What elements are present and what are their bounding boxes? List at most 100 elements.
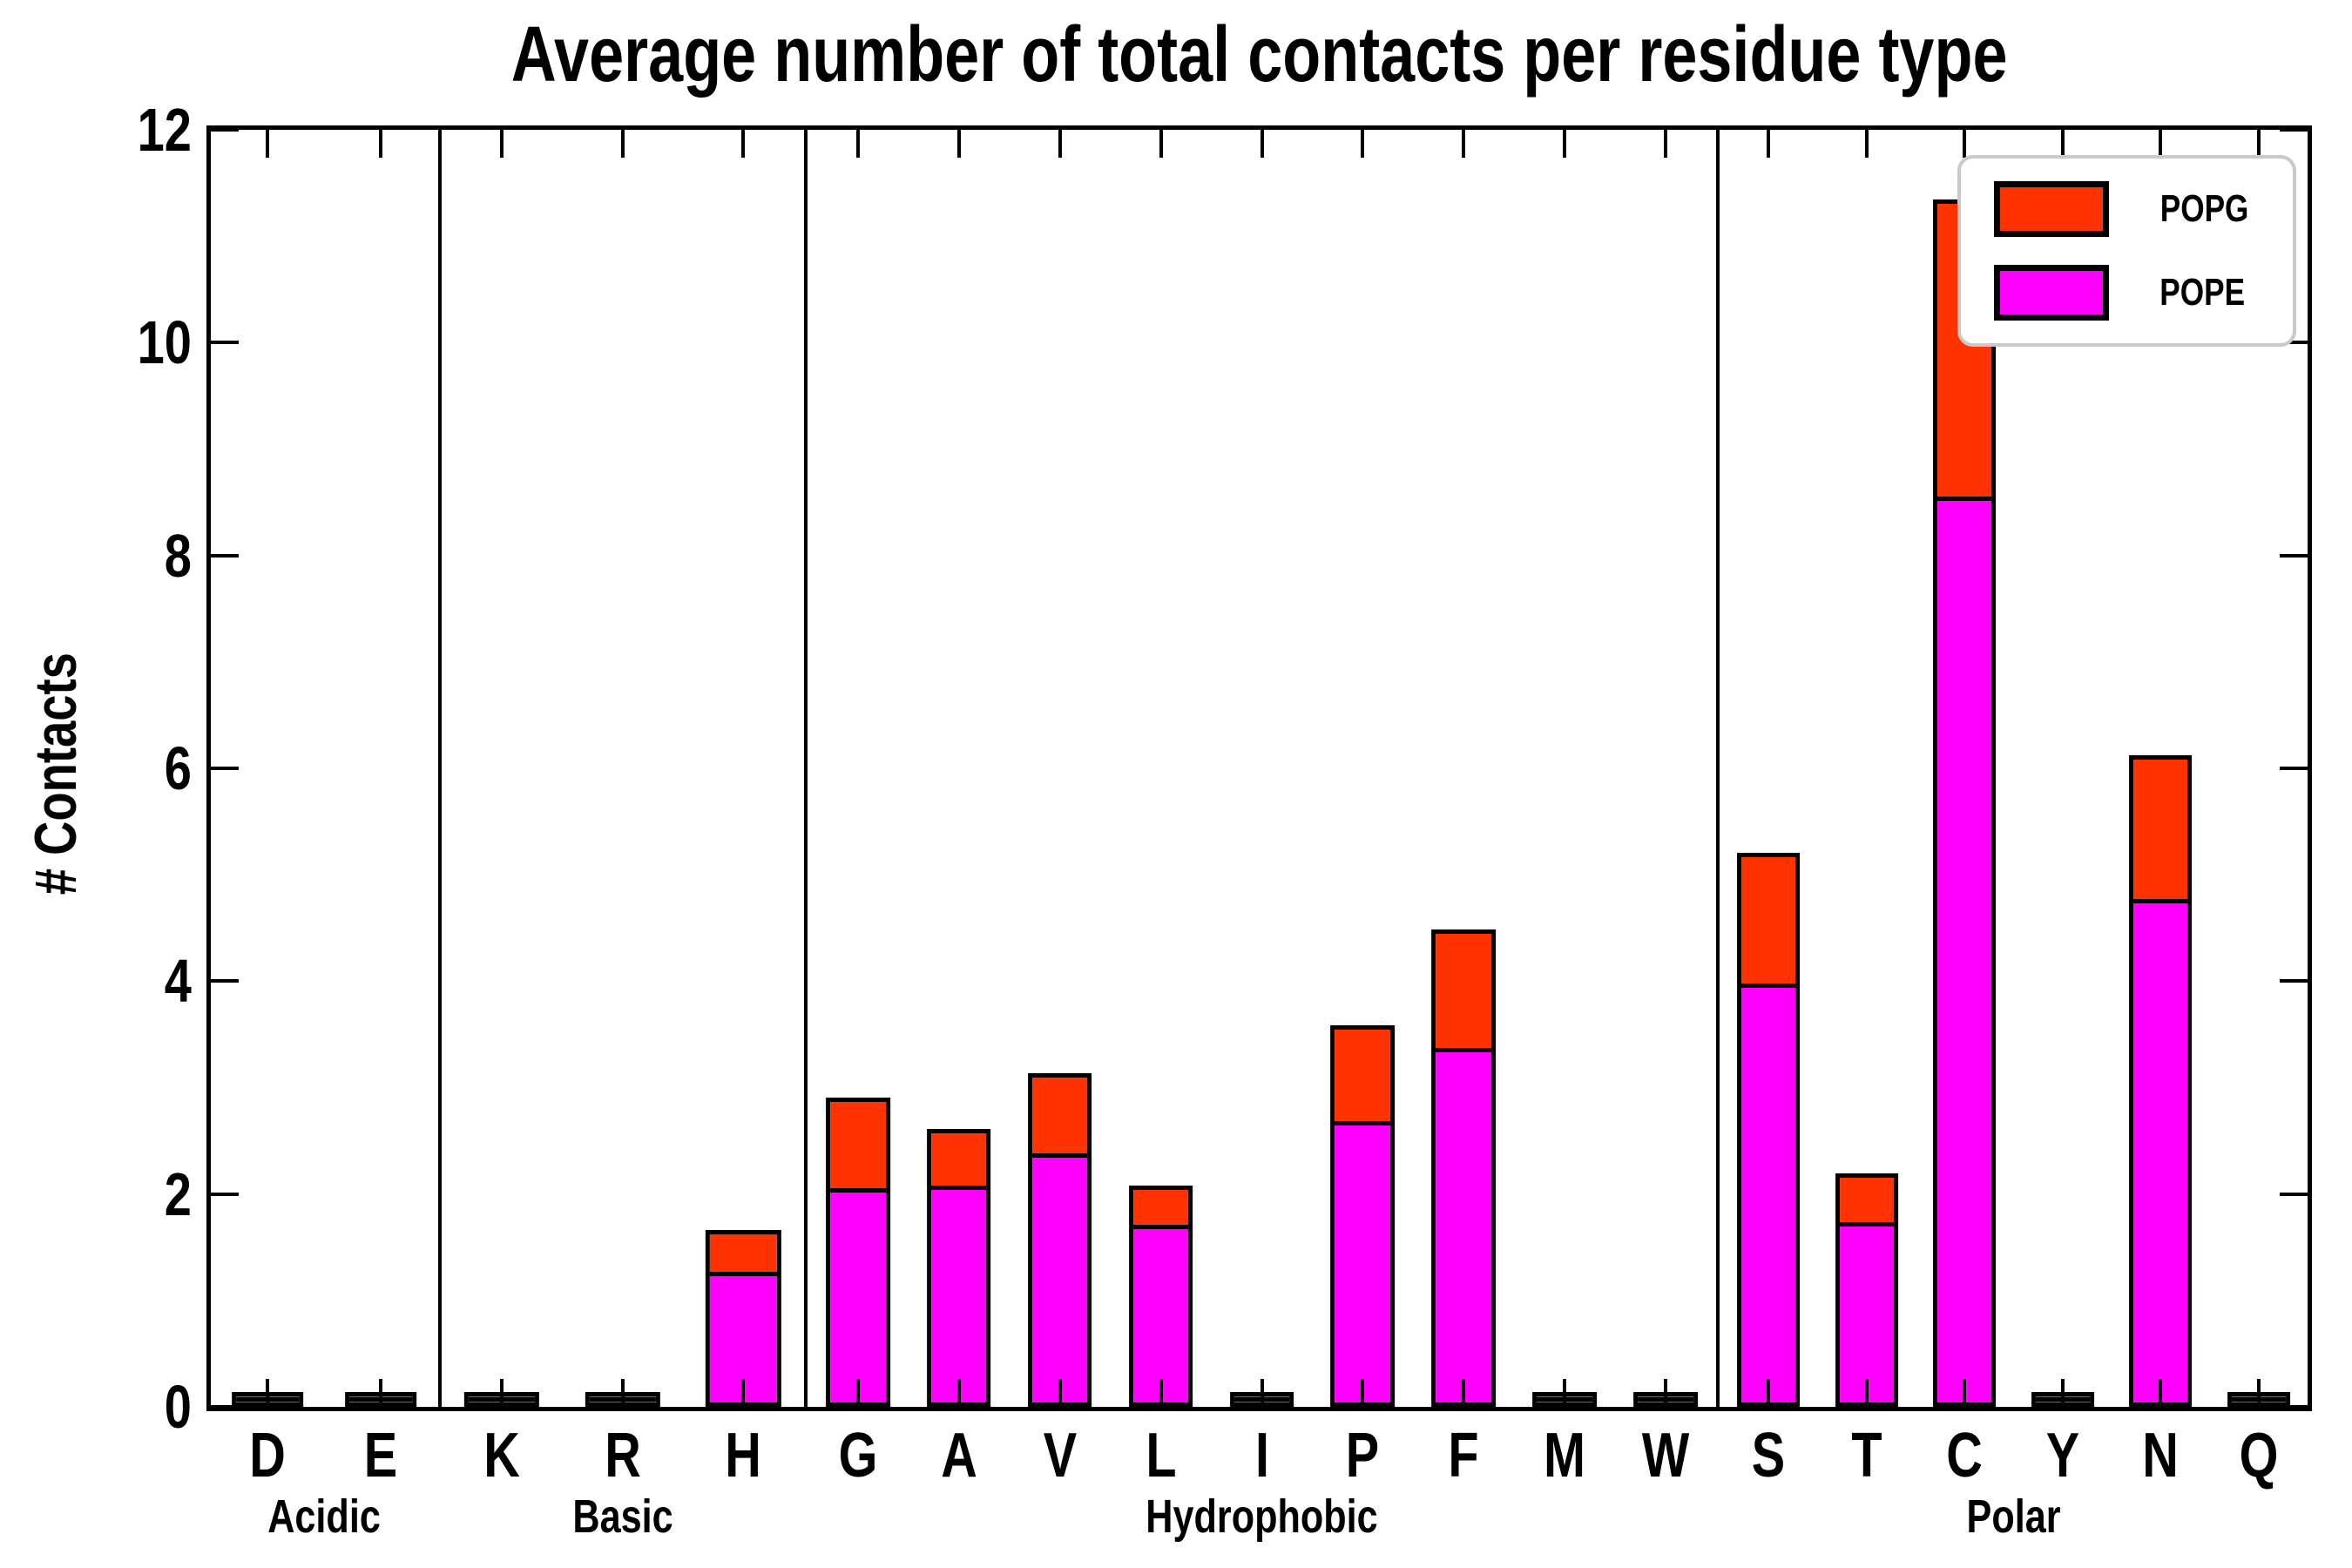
y-tick-label-text-12: 12 [137,96,192,164]
residue-slot-Q: Q [2210,130,2308,1487]
group-label-hydrophobic: Hydrophobic [808,1492,1716,1541]
y-tick-label-text-8: 8 [164,521,192,590]
x-tick-label-T: T [1848,1424,1886,1487]
y-tick-left-2 [211,1192,239,1196]
legend-swatch-pope [1993,265,2109,321]
x-tick-bottom-R [620,1379,625,1407]
y-tick-right-12 [2280,128,2308,132]
y-tick-label-12: 12 [0,99,192,160]
x-tick-top-Q [2256,130,2261,158]
y-tick-right-8 [2280,553,2308,558]
bar-F-pope-segment [1436,1048,1492,1402]
residue-slot-L: L [1111,130,1212,1487]
chart-title-text: Average number of total contacts per res… [510,11,2008,98]
group-label-text-acidic: Acidic [267,1490,382,1543]
y-tick-labels: 0 2 4 6 8 10 12 [0,0,196,1568]
bar-T [1835,1173,1898,1407]
bar-F-popg-segment [1436,934,1492,1049]
bar-C-pope-segment [1937,497,1992,1402]
bar-P [1330,1025,1396,1407]
y-tick-left-4 [211,979,239,983]
chart-title: Average number of total contacts per res… [206,7,2312,103]
y-tick-left-0 [211,1405,239,1409]
y-tick-left-10 [211,341,239,345]
residue-slot-E: E [324,130,437,1487]
x-tick-top-S [1767,130,1771,158]
bar-V-pope-segment [1031,1153,1088,1402]
x-tick-label-text-M: M [1544,1421,1586,1490]
x-tick-bottom-G [855,1379,860,1407]
legend-label-pope: POPE [2149,271,2255,314]
x-tick-label-text-E: E [364,1421,398,1490]
x-tick-top-I [1260,130,1264,158]
y-tick-left-8 [211,553,239,558]
y-tick-label-text-10: 10 [137,308,192,377]
y-tick-left-6 [211,767,239,770]
legend-label-text-pope: POPE [2159,271,2245,314]
group-label-text-polar: Polar [1966,1490,2061,1543]
bar-F [1431,929,1497,1407]
y-tick-right-4 [2280,979,2308,983]
x-tick-label-text-I: I [1254,1421,1269,1490]
x-tick-bottom-F [1462,1379,1466,1407]
x-tick-label-Y: Y [2042,1424,2084,1487]
x-tick-top-D [266,130,270,158]
x-tick-label-text-Q: Q [2239,1421,2279,1490]
x-tick-top-W [1664,130,1668,158]
y-tick-label-4: 4 [0,950,192,1011]
x-tick-label-L: L [1142,1424,1180,1487]
y-tick-label-text-2: 2 [164,1159,192,1228]
group-label-acidic: Acidic [211,1492,438,1541]
bar-L [1128,1185,1193,1407]
x-tick-label-text-A: A [940,1421,977,1490]
y-tick-label-text-4: 4 [164,947,192,1016]
x-tick-label-text-W: W [1642,1421,1690,1490]
x-tick-bottom-P [1361,1379,1365,1407]
bar-L-pope-segment [1132,1224,1189,1402]
x-tick-top-H [741,130,746,158]
bar-N [2129,755,2193,1407]
bar-G-popg-segment [829,1102,886,1189]
x-tick-bottom-Q [2256,1379,2261,1407]
bar-A-pope-segment [930,1185,987,1402]
x-tick-label-text-S: S [1752,1421,1786,1490]
bar-S [1737,853,1801,1407]
residue-slot-H: H [683,130,804,1487]
x-tick-top-T [1864,130,1869,158]
x-tick-bottom-K [499,1379,504,1407]
residue-slot-F: F [1413,130,1514,1487]
bar-groups: D E Acidic K R H Basic G A V L I P F M W Hydrophobic S T C Y… [211,130,2308,1541]
y-tick-label-10: 10 [0,312,192,373]
bar-P-pope-segment [1335,1121,1391,1402]
x-tick-top-C [1963,130,1967,158]
residue-slot-A: A [909,130,1010,1487]
bar-V [1027,1073,1092,1407]
x-tick-label-text-C: C [1946,1421,1984,1490]
bar-G [825,1098,890,1407]
bar-T-popg-segment [1839,1178,1894,1223]
group-label-basic: Basic [442,1492,804,1541]
x-tick-label-text-D: D [249,1421,286,1490]
legend-entry-pope: POPE [1993,265,2260,321]
x-tick-label-text-G: G [838,1421,878,1490]
residue-slot-C: C [1916,130,2013,1487]
group-panel-polar: S T C Y N Q Polar [1716,130,2308,1541]
x-tick-label-W: W [1636,1424,1695,1487]
x-tick-label-text-R: R [604,1421,641,1490]
x-tick-top-A [956,130,961,158]
y-tick-right-0 [2280,1405,2308,1409]
bar-H-popg-segment [710,1233,777,1272]
residue-slot-T: T [1818,130,1916,1487]
y-tick-left-12 [211,128,239,132]
bar-S-pope-segment [1741,983,1796,1402]
x-tick-label-I: I [1253,1424,1270,1487]
y-tick-label-2: 2 [0,1164,192,1225]
x-tick-label-text-H: H [725,1421,762,1490]
x-tick-label-V: V [1039,1424,1081,1487]
y-tick-label-text-0: 0 [164,1373,192,1441]
plot-area: D E Acidic K R H Basic G A V L I P F M W Hydrophobic S T C Y… [206,125,2312,1541]
x-tick-bottom-M [1563,1379,1567,1407]
x-tick-bottom-Y [2060,1379,2065,1407]
